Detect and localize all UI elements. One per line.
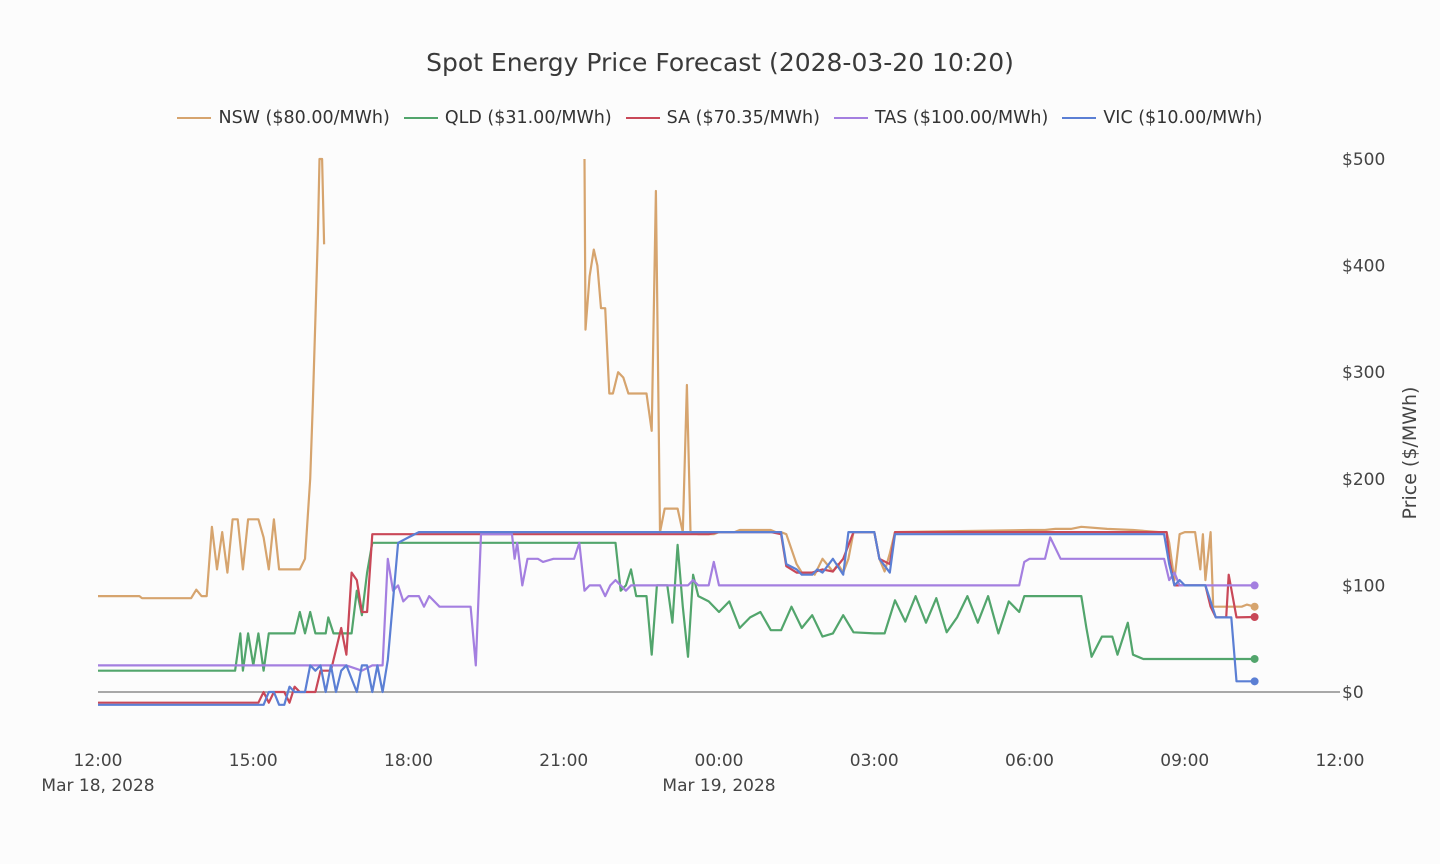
y-tick-label: $100 — [1342, 576, 1385, 596]
series-end-marker — [1250, 613, 1259, 622]
legend-swatch — [833, 117, 868, 119]
x-tick-label: 21:00 — [539, 751, 588, 771]
legend-label: QLD ($31.00/MWh) — [444, 108, 612, 128]
legend-item[interactable]: NSW ($80.00/MWh) — [177, 108, 390, 128]
x-tick-label: 09:00 — [1160, 751, 1209, 771]
x-tick-label: 12:00 — [74, 751, 123, 771]
y-axis-title: Price ($/MWh) — [1399, 387, 1421, 520]
y-tick-label: $0 — [1342, 683, 1364, 703]
legend-label: VIC ($10.00/MWh) — [1103, 108, 1263, 128]
legend-label: NSW ($80.00/MWh) — [218, 108, 390, 128]
legend-swatch — [1062, 117, 1097, 119]
x-tick-label: 00:00 — [695, 751, 744, 771]
legend-label: SA ($70.35/MWh) — [666, 108, 820, 128]
x-tick-label: 15:00 — [229, 751, 278, 771]
series-line — [98, 533, 1255, 672]
series-end-marker — [1250, 602, 1259, 611]
legend-item[interactable]: QLD ($31.00/MWh) — [403, 108, 612, 128]
legend-item[interactable]: SA ($70.35/MWh) — [625, 108, 820, 128]
legend-swatch — [177, 117, 212, 119]
x-tick-label: 03:00 — [850, 751, 899, 771]
x-tick-date-label: Mar 19, 2028 — [662, 776, 775, 796]
legend-swatch — [625, 117, 660, 119]
legend-label: TAS ($100.00/MWh) — [874, 108, 1049, 128]
legend: NSW ($80.00/MWh) QLD ($31.00/MWh) SA ($70.… — [0, 108, 1440, 128]
series-line — [98, 157, 1255, 608]
series-line — [98, 531, 1255, 706]
series-end-marker — [1250, 581, 1259, 590]
legend-item[interactable]: VIC ($10.00/MWh) — [1062, 108, 1263, 128]
x-tick-label: 18:00 — [384, 751, 433, 771]
series-line — [98, 541, 1255, 672]
series-end-marker — [1250, 677, 1259, 686]
chart-title: Spot Energy Price Forecast (2028-03-20 1… — [426, 48, 1014, 77]
x-tick-date-label: Mar 18, 2028 — [41, 776, 154, 796]
legend-swatch — [403, 117, 438, 119]
x-tick-label: 12:00 — [1316, 751, 1365, 771]
y-tick-label: $500 — [1342, 150, 1385, 170]
legend-item[interactable]: TAS ($100.00/MWh) — [833, 108, 1049, 128]
y-tick-label: $200 — [1342, 470, 1385, 490]
y-tick-label: $400 — [1342, 257, 1385, 277]
x-tick-label: 06:00 — [1005, 751, 1054, 771]
y-tick-label: $300 — [1342, 363, 1385, 383]
series-end-marker — [1250, 654, 1259, 663]
